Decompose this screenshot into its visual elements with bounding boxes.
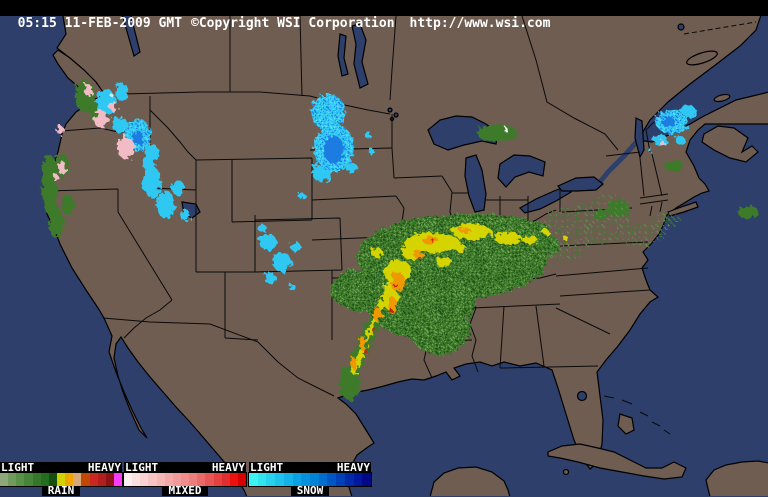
timestamp: 05:15 11-FEB-2009 GMT	[17, 16, 183, 31]
st-lawrence-river	[597, 135, 643, 185]
color-scale-segment	[221, 473, 230, 486]
color-scale-segment	[56, 473, 66, 486]
color-scale-segment	[113, 473, 123, 486]
lakes	[117, 0, 685, 402]
mixed-heavy-label: HEAVY	[211, 461, 245, 474]
radar-echoes	[42, 80, 758, 400]
status-bar: 05:15 11-FEB-2009 GMT ©Copyright WSI Corp…	[0, 0, 768, 31]
color-scale-segment	[8, 473, 17, 486]
legend-group-rain: LIGHT HEAVY RAIN	[0, 461, 123, 496]
color-scale-segment	[89, 473, 98, 486]
cuba	[547, 443, 687, 480]
color-scale-segment	[148, 473, 157, 486]
snow-color-scale	[249, 473, 372, 486]
color-scale-segment	[197, 473, 206, 486]
hispaniola	[705, 460, 768, 496]
yucatan	[429, 466, 511, 496]
color-scale-segment	[237, 473, 247, 486]
copyright-text: ©Copyright WSI Corporation	[191, 16, 395, 31]
color-scale-segment	[140, 473, 149, 486]
snow-light-label: LIGHT	[250, 461, 284, 474]
color-scale-segment	[344, 473, 354, 486]
color-scale-segment	[266, 473, 276, 486]
gulf-st-lawrence	[637, 11, 768, 143]
color-scale-segment	[164, 473, 173, 486]
color-scale-segment	[353, 473, 363, 486]
color-scale-segment	[73, 473, 82, 486]
nova-scotia	[701, 125, 759, 163]
snow-label: SNOW	[290, 485, 330, 496]
legend-group-snow: LIGHT HEAVY SNOW	[249, 461, 372, 496]
color-scale-segment	[292, 473, 302, 486]
url-text: http://www.wsi.com	[409, 16, 551, 31]
color-scale-segment	[362, 473, 372, 486]
color-scale-segment	[172, 473, 181, 486]
color-scale-segment	[16, 473, 25, 486]
prince-edward-island	[713, 93, 731, 103]
mixed-light-label: LIGHT	[125, 461, 159, 474]
rain-color-scale	[0, 473, 123, 486]
color-scale-segment	[283, 473, 293, 486]
light-rain-speckle	[535, 195, 680, 262]
color-scale-segment	[257, 473, 267, 486]
color-scale-segment	[65, 473, 74, 486]
color-scale-segment	[336, 473, 345, 486]
snow-heavy-label: HEAVY	[336, 461, 370, 474]
rain-label: RAIN	[41, 485, 81, 496]
color-scale-segment	[97, 473, 106, 486]
rain-light-label: LIGHT	[1, 461, 35, 474]
color-scale-segment	[180, 473, 190, 486]
legend-group-mixed: LIGHT HEAVY MIXED	[124, 461, 247, 496]
severe-rain-echo	[364, 239, 435, 354]
color-scale-segment	[205, 473, 214, 486]
rain-heavy-label: HEAVY	[87, 461, 121, 474]
color-scale-segment	[48, 473, 57, 486]
color-scale-segment	[213, 473, 222, 486]
color-scale-segment	[156, 473, 165, 486]
intense-core-speck	[110, 94, 508, 132]
color-scale-segment	[301, 473, 311, 486]
mixed-label: MIXED	[162, 485, 208, 496]
color-scale-segment	[40, 473, 49, 486]
color-scale-segment	[32, 473, 41, 486]
anticosti-island	[686, 50, 718, 66]
color-scale-segment	[132, 473, 141, 486]
mixed-color-scale	[124, 473, 247, 486]
color-scale-segment	[310, 473, 319, 486]
color-scale-segment	[124, 473, 133, 486]
mixed-precip-echo	[53, 84, 665, 182]
precip-legend: LIGHT HEAVY RAIN LIGHT HEAVY MIXED LIGHT…	[0, 461, 372, 496]
color-scale-segment	[24, 473, 33, 486]
color-scale-segment	[81, 473, 90, 486]
color-scale-segment	[0, 473, 9, 486]
color-scale-segment	[275, 473, 284, 486]
color-scale-segment	[189, 473, 198, 486]
color-scale-segment	[249, 473, 258, 486]
color-scale-segment	[327, 473, 337, 486]
color-scale-segment	[318, 473, 328, 486]
deep-snow-echo	[133, 117, 675, 164]
color-scale-segment	[105, 473, 114, 486]
andros-island	[617, 413, 635, 435]
color-scale-segment	[229, 473, 238, 486]
